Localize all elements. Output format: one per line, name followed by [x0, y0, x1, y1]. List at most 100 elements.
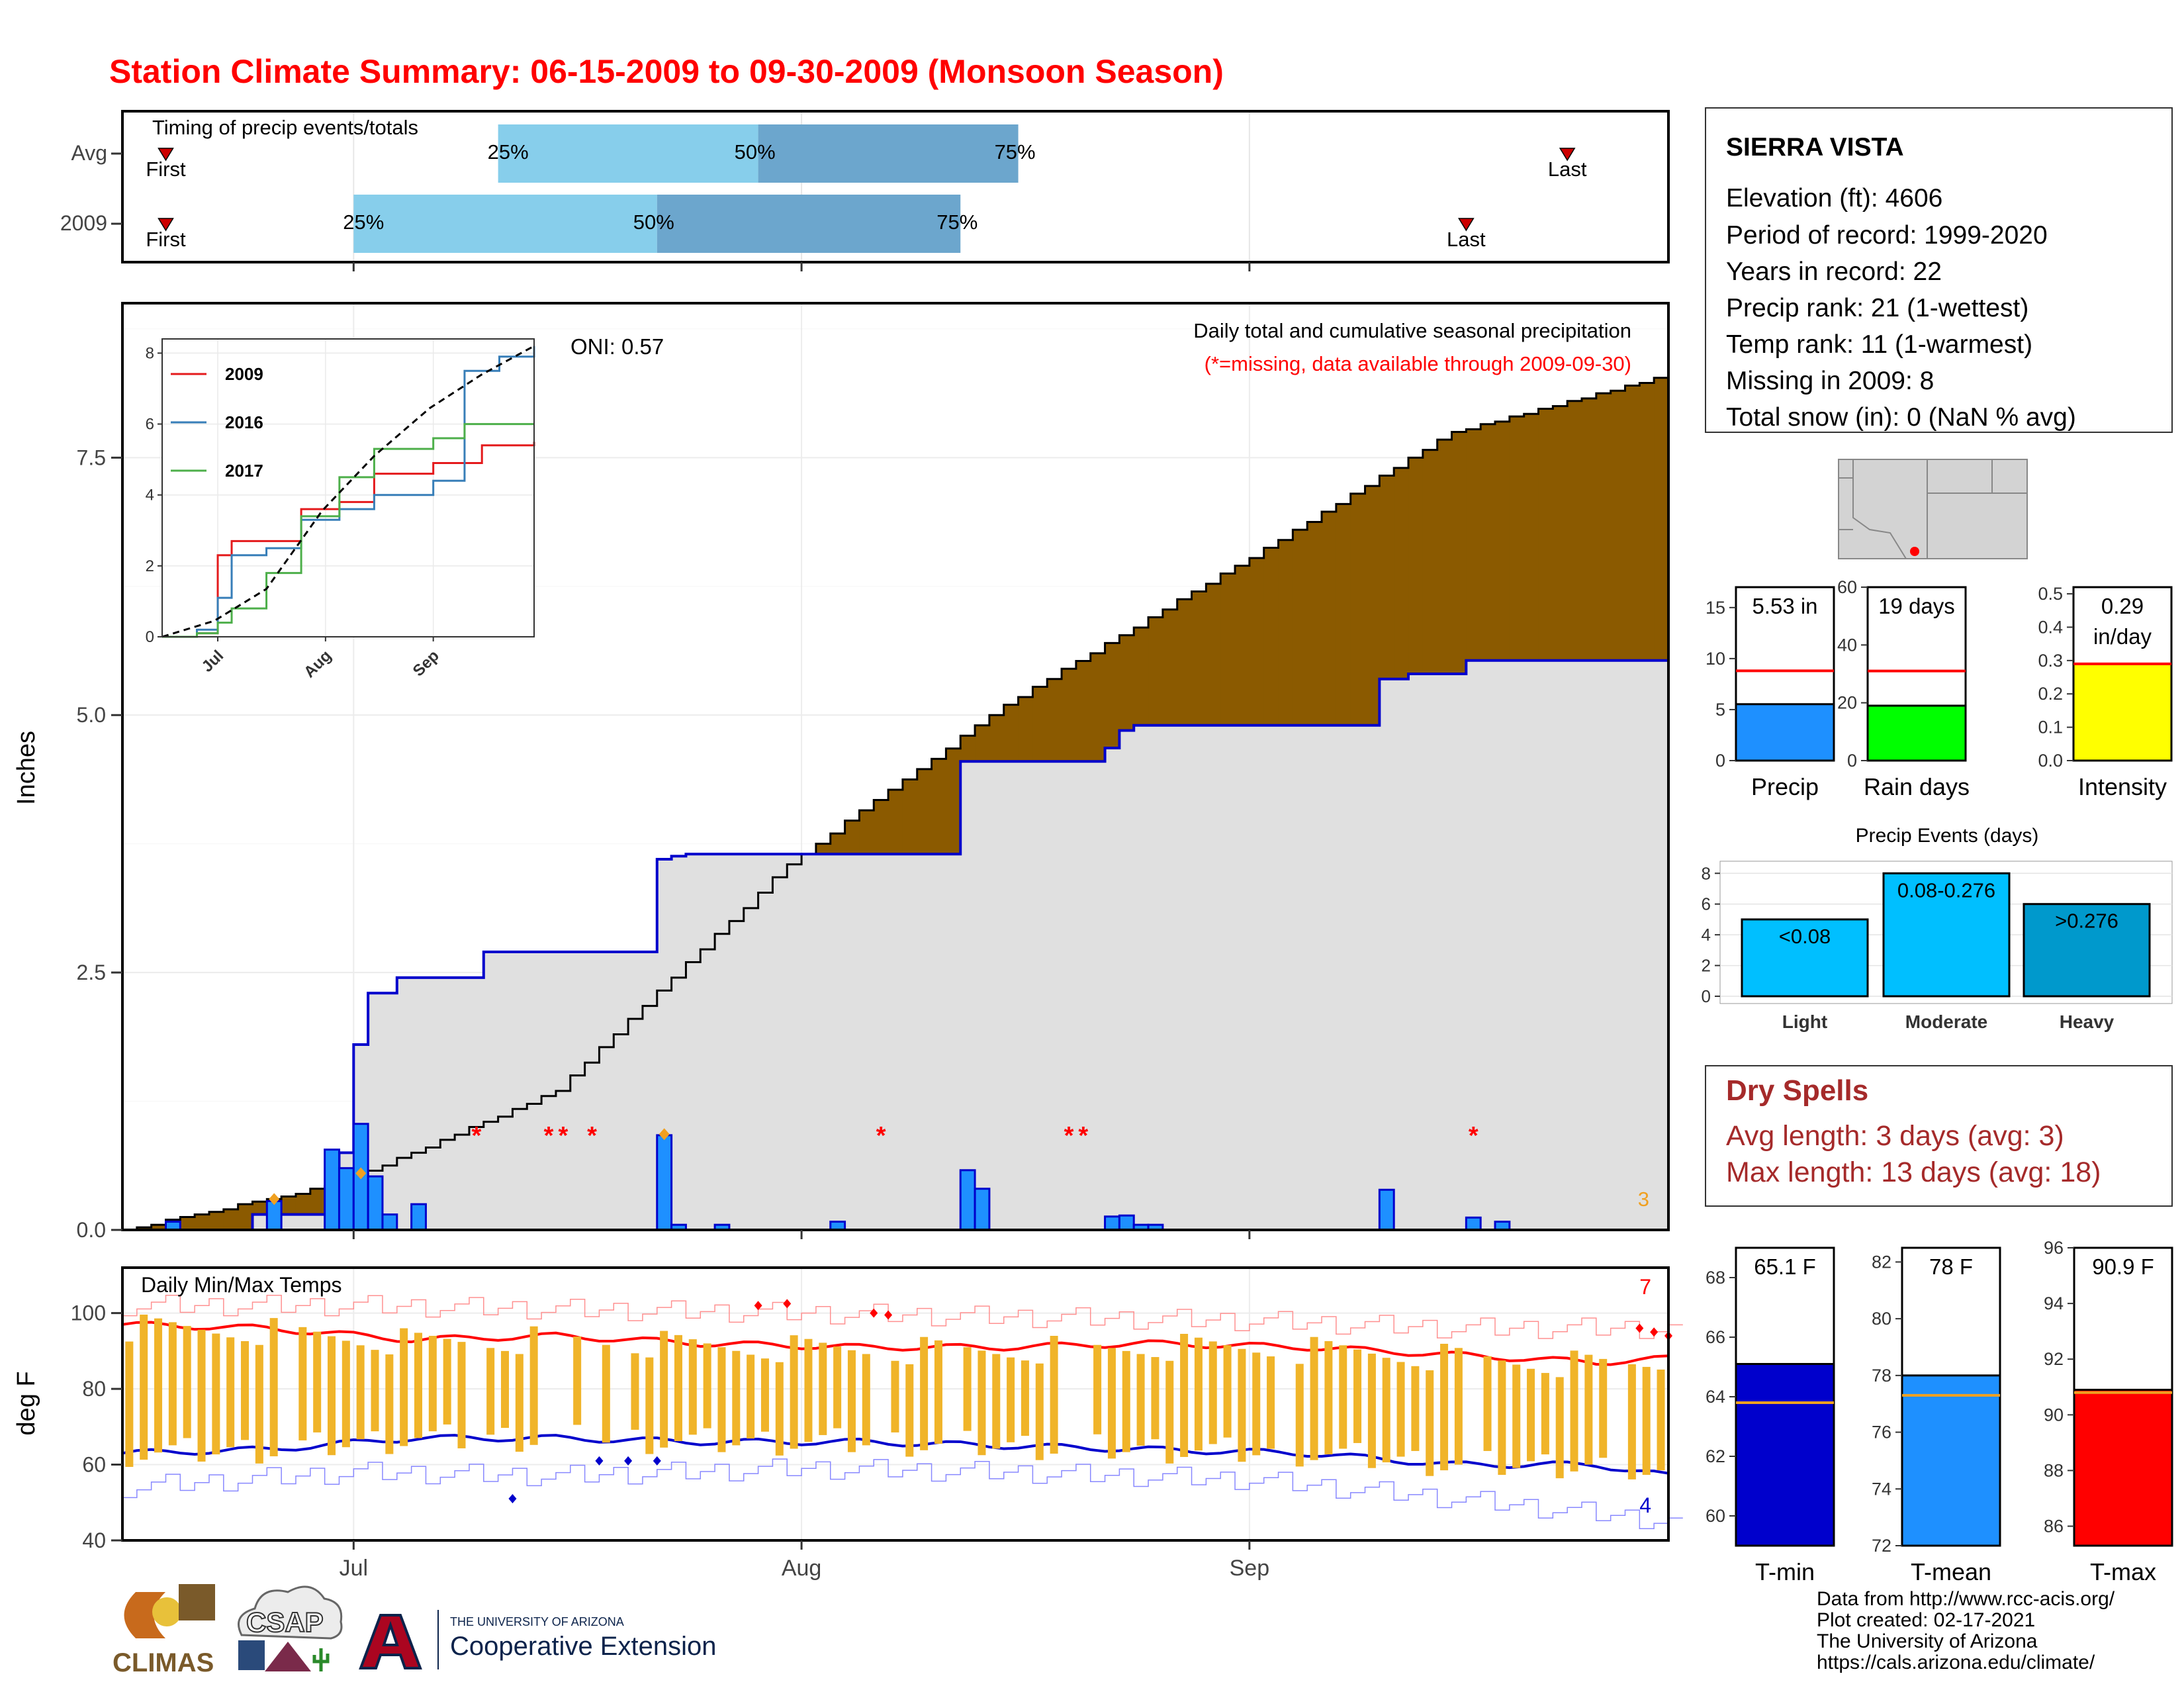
timing-q50-label: 50% [735, 140, 776, 164]
daily-temp-range-bar [1035, 1363, 1044, 1460]
last-event-marker [1559, 148, 1576, 162]
precip-summary-value: 5.53 in [1752, 594, 1817, 618]
daily-temp-range-bar [385, 1354, 394, 1454]
daily-temp-range-bar [486, 1348, 495, 1435]
tmax-summary-tick-label: 90 [2044, 1405, 2064, 1425]
daily-temp-range-bar [1353, 1349, 1362, 1443]
temp-line-avg-min [122, 1434, 1669, 1475]
daily-precip-bar [367, 1175, 384, 1231]
station-box-frame [1705, 107, 2173, 433]
ua-extension-text: Cooperative Extension [450, 1632, 716, 1661]
footer-credits: Data from http://www.rcc-acis.org/ Plot … [1817, 1588, 2115, 1673]
precip-y-tick-label: 7.5 [77, 445, 106, 469]
last-event-label: Last [1548, 158, 1587, 181]
temp-y-tick-label: 80 [82, 1377, 106, 1401]
tmax-summary-label: T-max [2090, 1558, 2156, 1585]
daily-precip-bar [1118, 1214, 1135, 1231]
above-normal-area [1336, 504, 1351, 726]
timing-row-avg-label: Avg [71, 141, 107, 165]
daily-temp-range-bar [631, 1353, 639, 1430]
daily-temp-range-bar [992, 1354, 1001, 1449]
csap-mountain-icon [265, 1642, 311, 1671]
daily-temp-range-bar [341, 1340, 350, 1448]
intensity-summary-tick-label: 0.1 [2038, 718, 2063, 737]
above-normal-area [1047, 679, 1062, 762]
daily-temp-range-bar [1107, 1348, 1116, 1459]
csap-bars-icon [238, 1640, 265, 1670]
precip-events-title: Precip Events (days) [1856, 825, 2039, 847]
record-high-marker [870, 1308, 878, 1318]
daily-temp-range-bar [674, 1335, 682, 1442]
above-normal-area [960, 735, 976, 762]
daily-temp-range-bar [414, 1333, 423, 1438]
daily-temp-range-bar [529, 1326, 538, 1445]
inset-line-2017 [162, 423, 534, 638]
climas-logo[interactable]: CLIMAS [113, 1584, 215, 1677]
tmean-summary-label: T-mean [1911, 1558, 1991, 1585]
daily-temp-range-bar [1411, 1366, 1420, 1451]
daily-temp-range-bar [241, 1341, 250, 1440]
precip-y-axis: 0.0 2.5 5.0 7.5 [77, 445, 1251, 1242]
above-normal-area [1191, 591, 1206, 726]
daily-temp-range-bar [891, 1360, 899, 1432]
above-normal-area [1495, 421, 1510, 661]
tmean-summary-tick-label: 80 [1872, 1309, 1891, 1329]
timing-q50-75-bar [657, 195, 961, 253]
ua-a-icon [359, 1614, 422, 1669]
precip-y-tick-label: 2.5 [77, 961, 106, 984]
oni-label: ONI: 0.57 [570, 334, 664, 359]
above-normal-area [1162, 609, 1178, 726]
tmax-summary-tick-label: 94 [2044, 1293, 2064, 1313]
inset-lines [161, 345, 535, 638]
daily-temp-range-bar [920, 1336, 929, 1450]
intensity-summary-value: in/day [2093, 624, 2152, 649]
above-normal-area [830, 833, 846, 855]
above-normal-area [844, 820, 860, 855]
daily-temp-range-bar [1527, 1368, 1535, 1462]
daily-temp-range-bar [732, 1350, 741, 1446]
above-normal-area [1524, 414, 1539, 661]
footer-line-2: Plot created: 02-17-2021 [1817, 1609, 2035, 1631]
daily-temp-range-bar [804, 1338, 813, 1442]
daily-temp-range-bar [269, 1318, 278, 1456]
daily-temp-range-bar [1136, 1354, 1145, 1446]
ua-extension-logo[interactable]: THE UNIVERSITY OF ARIZONA Cooperative Ex… [359, 1610, 716, 1669]
above-normal-area [1437, 440, 1453, 674]
above-normal-area [989, 715, 1005, 762]
precip-y-tick-label: 0.0 [77, 1218, 106, 1242]
precip-summary-label: Precip [1751, 773, 1819, 800]
events-y-tick-label: 6 [1702, 894, 1711, 914]
above-normal-area [946, 748, 961, 855]
rain-days-summary-tick-label: 0 [1847, 751, 1857, 771]
intensity-summary-tick-label: 0.3 [2038, 651, 2063, 671]
precip-summary-tick-label: 0 [1715, 751, 1725, 771]
above-normal-area [1105, 643, 1120, 748]
daily-temp-range-bar [660, 1331, 668, 1448]
above-normal-area [1263, 547, 1279, 726]
timing-q25-label: 25% [488, 140, 529, 164]
above-normal-area [975, 725, 990, 762]
daily-temp-range-bar [934, 1340, 942, 1444]
climas-logo-text: CLIMAS [113, 1648, 214, 1677]
daily-temp-range-bar [1339, 1345, 1347, 1449]
record-high-marker [754, 1301, 762, 1311]
inset-y-tick-label: 2 [146, 557, 154, 575]
record-high-marker [783, 1299, 792, 1309]
csap-logo[interactable]: CSAP [238, 1585, 343, 1671]
daily-temp-range-bar [1440, 1344, 1449, 1471]
map-state-borders [1839, 459, 2027, 559]
dry-spells-box: Dry Spells Avg length: 3 days (avg: 3) M… [1705, 1065, 2173, 1207]
timing-q25-50-bar [498, 124, 758, 183]
observed-cumulative-area [122, 660, 1668, 1230]
tmin-summary-tick-label: 68 [1706, 1268, 1725, 1288]
tmin-summary-value: 65.1 F [1754, 1254, 1816, 1279]
daily-temp-range-bar [1367, 1353, 1376, 1468]
daily-temp-range-bar [1295, 1364, 1304, 1467]
above-normal-area [1610, 391, 1626, 661]
missing-day-marker: * [587, 1122, 597, 1150]
average-cumulative-line [122, 377, 1668, 1231]
daily-precip-bar [338, 1167, 355, 1231]
daily-temp-range-bar [688, 1339, 697, 1435]
precip-event-category-label: Heavy [2060, 1011, 2115, 1032]
